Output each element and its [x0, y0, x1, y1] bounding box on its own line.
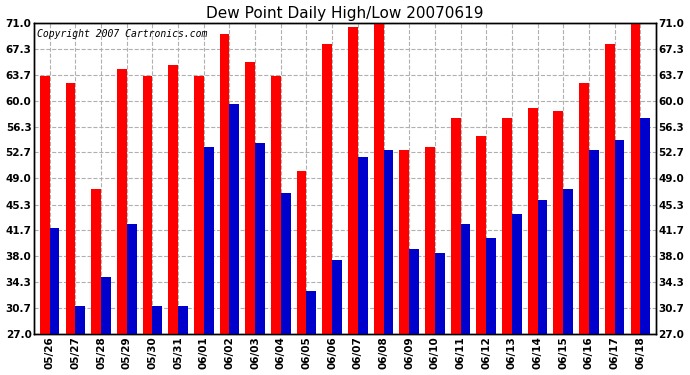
Bar: [230, 104, 239, 334]
Bar: [152, 306, 162, 334]
Bar: [502, 118, 512, 334]
Bar: [451, 118, 460, 334]
Bar: [271, 76, 281, 334]
Bar: [255, 143, 265, 334]
Text: Copyright 2007 Cartronics.com: Copyright 2007 Cartronics.com: [37, 29, 208, 39]
Bar: [219, 34, 230, 334]
Bar: [589, 150, 599, 334]
Bar: [75, 306, 85, 334]
Bar: [322, 44, 332, 334]
Bar: [101, 277, 111, 334]
Bar: [127, 224, 137, 334]
Bar: [538, 200, 547, 334]
Bar: [477, 136, 486, 334]
Bar: [194, 76, 204, 334]
Bar: [553, 111, 563, 334]
Bar: [306, 291, 316, 334]
Bar: [40, 76, 50, 334]
Bar: [50, 228, 59, 334]
Bar: [579, 83, 589, 334]
Bar: [374, 20, 384, 334]
Bar: [435, 253, 444, 334]
Bar: [168, 66, 178, 334]
Bar: [563, 189, 573, 334]
Bar: [204, 147, 213, 334]
Bar: [425, 147, 435, 334]
Bar: [91, 189, 101, 334]
Bar: [512, 214, 522, 334]
Bar: [615, 140, 624, 334]
Bar: [297, 171, 306, 334]
Bar: [178, 306, 188, 334]
Bar: [384, 150, 393, 334]
Bar: [605, 44, 615, 334]
Bar: [640, 118, 650, 334]
Bar: [348, 27, 358, 334]
Bar: [246, 62, 255, 334]
Bar: [486, 238, 496, 334]
Bar: [358, 157, 368, 334]
Bar: [281, 193, 290, 334]
Bar: [631, 23, 640, 334]
Bar: [143, 76, 152, 334]
Bar: [400, 150, 409, 334]
Bar: [332, 260, 342, 334]
Bar: [117, 69, 127, 334]
Bar: [528, 108, 538, 334]
Bar: [409, 249, 419, 334]
Bar: [66, 83, 75, 334]
Title: Dew Point Daily High/Low 20070619: Dew Point Daily High/Low 20070619: [206, 6, 484, 21]
Bar: [460, 224, 471, 334]
